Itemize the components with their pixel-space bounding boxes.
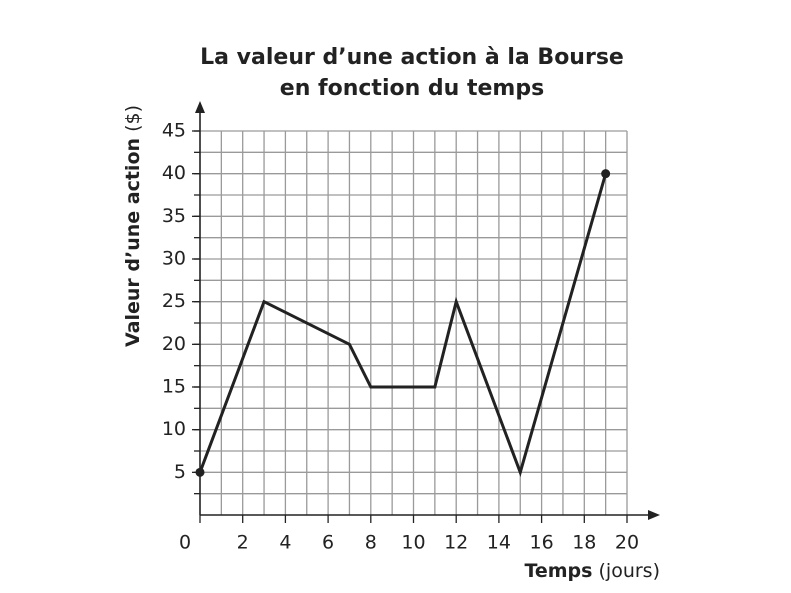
x-tick-label: 4	[279, 532, 291, 554]
y-tick-label: 35	[162, 205, 186, 227]
x-tick-label: 12	[444, 532, 468, 554]
y-tick-label: 10	[162, 418, 186, 440]
x-tick-label: 20	[615, 532, 639, 554]
x-tick-label: 6	[322, 532, 334, 554]
y-tick-label: 5	[174, 461, 186, 483]
data-line	[198, 173, 608, 478]
y-unit: ($)	[122, 105, 144, 132]
y-tick-label: 25	[162, 290, 186, 312]
y-tick-label: 20	[162, 333, 186, 355]
y-tick-label: 45	[162, 120, 186, 142]
y-tick-label: 40	[162, 162, 186, 184]
x-label: Temps	[524, 560, 592, 582]
x-unit: (jours)	[599, 560, 660, 582]
y-axis-arrow	[195, 101, 205, 113]
end-point	[601, 169, 611, 179]
x-tick-label: 16	[530, 532, 554, 554]
chart-title: La valeur d’une action à la Bourse	[200, 45, 624, 70]
x-tick-label: 14	[487, 532, 511, 554]
x-tick-label: 0	[179, 532, 191, 554]
y-axis-label: Valeur d’une action ($)	[122, 105, 144, 347]
y-label: Valeur d’une action	[122, 138, 144, 347]
x-tick-label: 10	[401, 532, 425, 554]
x-tick-label: 2	[237, 532, 249, 554]
x-axis-arrow	[648, 510, 660, 520]
end-point	[195, 467, 205, 477]
y-tick-label: 15	[162, 376, 186, 398]
x-tick-label: 8	[365, 532, 377, 554]
y-tick-label: 30	[162, 248, 186, 270]
chart-title: en fonction du temps	[280, 76, 544, 101]
x-axis-label: Temps (jours)	[524, 560, 660, 582]
x-tick-label: 18	[572, 532, 596, 554]
